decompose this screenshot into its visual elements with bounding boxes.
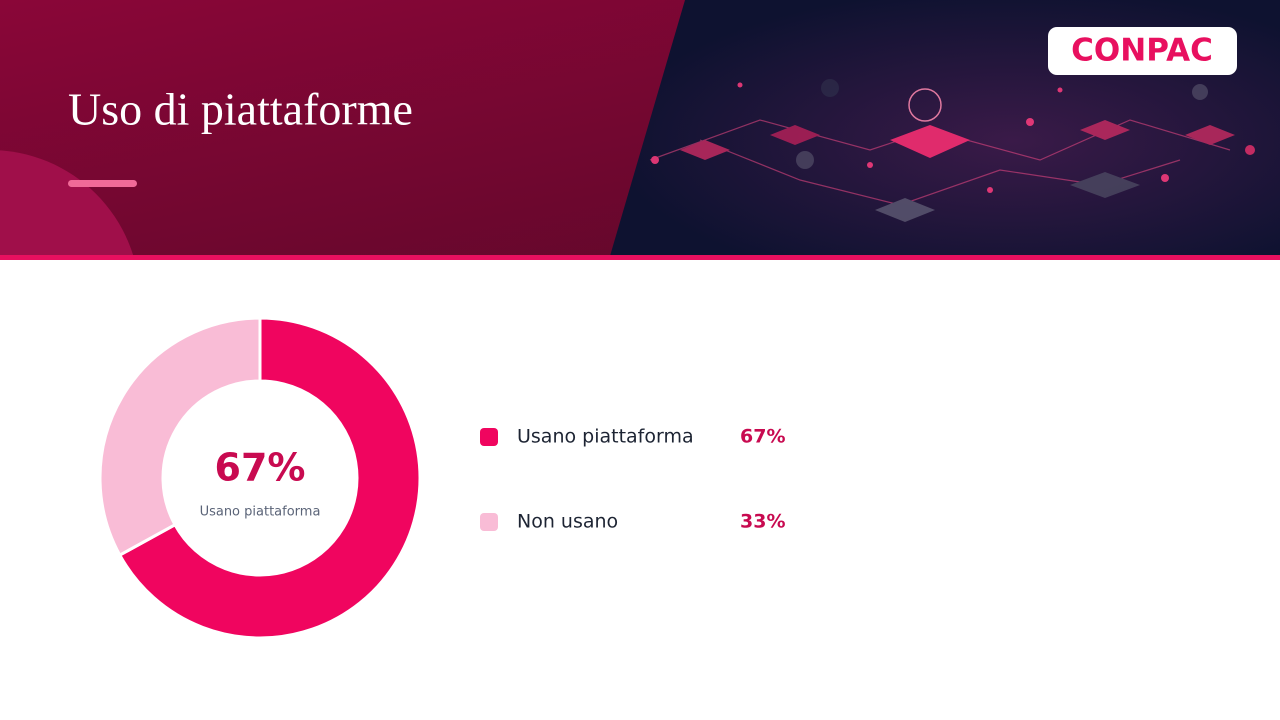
legend-value: 67% (740, 426, 785, 448)
logo-box (1048, 27, 1237, 75)
donut-segment (117, 316, 422, 640)
legend: Usano piattaforma 67% Non usano 33% (480, 426, 785, 533)
legend-label: Usano piattaforma (517, 426, 694, 448)
header-rule (0, 255, 1280, 260)
legend-label: Non usano (517, 511, 618, 533)
logo: CONPAC (1071, 33, 1213, 69)
legend-swatch (480, 428, 498, 446)
center-value: 67% (215, 446, 306, 490)
slide-title: Uso di piattaforme (68, 84, 413, 135)
legend-swatch (480, 513, 498, 531)
center-caption: Usano piattaforma (200, 505, 321, 520)
decor-circle (0, 150, 134, 256)
donut-segment (98, 316, 262, 558)
network-art (649, 79, 1255, 222)
title-underline (68, 180, 137, 187)
legend-value: 33% (740, 511, 785, 533)
donut-chart (98, 316, 422, 640)
